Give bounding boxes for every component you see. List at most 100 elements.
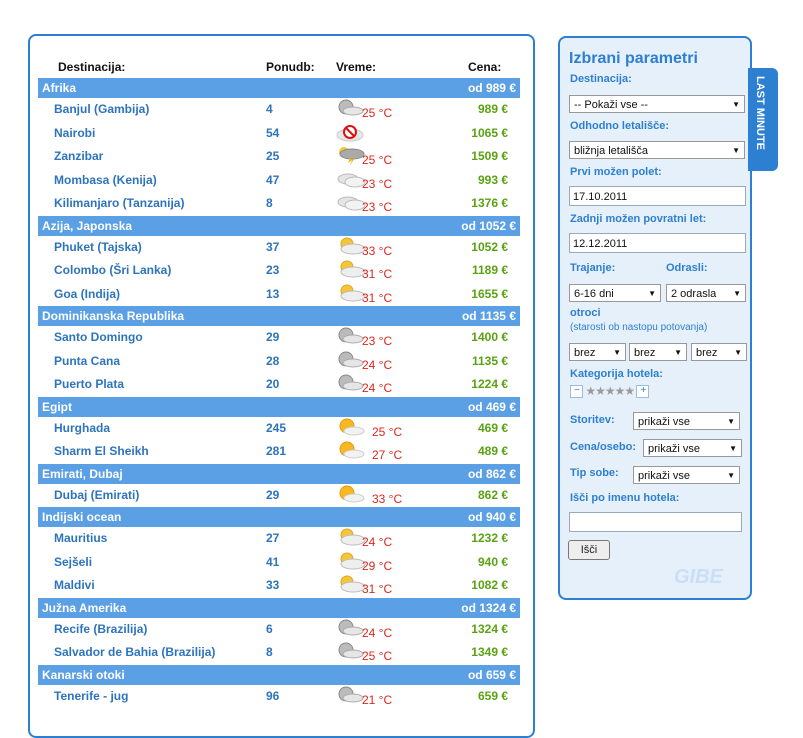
child-age-select-1[interactable]: brez ▼ <box>569 343 626 361</box>
chevron-down-icon: ▼ <box>733 289 741 298</box>
offer-count: 8 <box>266 645 273 659</box>
destination-name[interactable]: Salvador de Bahia (Brazilija) <box>54 645 216 659</box>
destination-row[interactable]: Recife (Brazilija) 6 24 °C 1324 € <box>38 618 520 642</box>
region-header[interactable]: Emirati, Dubaj od 862 € <box>38 463 520 484</box>
search-button[interactable]: Išči <box>568 540 610 560</box>
airport-select[interactable]: bližnja letališča ▼ <box>569 141 745 159</box>
temperature: 25 °C <box>372 424 403 439</box>
destination-list: Afrika od 989 € Banjul (Gambija) 4 25 °C 989 … <box>38 78 520 708</box>
destination-row[interactable]: Puerto Plata 20 24 °C 1224 € <box>38 373 520 397</box>
destination-row[interactable]: Mombasa (Kenija) 47 23 °C 993 € <box>38 169 520 193</box>
destination-row[interactable]: Mauritius 27 24 °C 1232 € <box>38 527 520 551</box>
first-flight-input[interactable]: 17.10.2011 <box>569 186 746 206</box>
temperature: 25 °C <box>362 106 393 120</box>
price: 659 € <box>477 688 508 703</box>
destination-row[interactable]: Nairobi 54 1065 € <box>38 122 520 146</box>
offer-count: 6 <box>266 621 273 636</box>
room-type-select[interactable]: prikaži vse ▼ <box>633 466 740 484</box>
destination-name[interactable]: Mauritius <box>54 531 108 545</box>
child-age-select-3[interactable]: brez ▼ <box>691 343 747 361</box>
region-header[interactable]: Azija, Japonska od 1052 € <box>38 215 520 236</box>
temperature: 25 °C <box>362 649 393 663</box>
weather-sunny-icon <box>336 440 366 460</box>
region-header[interactable]: Kanarski otoki od 659 € <box>38 664 520 685</box>
destination-name[interactable]: Sharm El Sheikh <box>54 444 149 458</box>
price: 1189 € <box>471 263 508 277</box>
price-per-person-select[interactable]: prikaži vse ▼ <box>643 439 742 457</box>
price: 1349 € <box>471 645 508 659</box>
duration-select-value: 6-16 dni <box>574 288 614 300</box>
last-minute-tab[interactable]: LAST MINUTE <box>748 68 778 171</box>
chevron-down-icon: ▼ <box>729 444 737 453</box>
destination-name[interactable]: Sejšeli <box>54 554 93 569</box>
destination-select[interactable]: -- Pokaži vse -- ▼ <box>569 95 745 113</box>
destination-name[interactable]: Punta Cana <box>54 353 121 368</box>
destination-name[interactable]: Dubaj (Emirati) <box>54 487 140 502</box>
destination-row[interactable]: Banjul (Gambija) 4 25 °C 989 € <box>38 98 520 122</box>
destination-name[interactable]: Puerto Plata <box>54 377 125 391</box>
child-age-select-2[interactable]: brez ▼ <box>629 343 687 361</box>
price: 1232 € <box>471 531 508 545</box>
weather-cloudy-sun-icon <box>336 350 366 370</box>
destination-row[interactable]: Colombo (Šri Lanka) 23 31 °C 1189 € <box>38 259 520 283</box>
price: 489 € <box>477 444 508 458</box>
offer-count: 13 <box>266 286 280 301</box>
duration-select[interactable]: 6-16 dni ▼ <box>569 284 661 302</box>
last-flight-input[interactable]: 12.12.2011 <box>569 233 746 253</box>
temperature: 23 °C <box>362 176 393 191</box>
minus-button[interactable]: − <box>570 385 583 399</box>
hotel-name-input[interactable] <box>569 512 742 532</box>
destination-name[interactable]: Mombasa (Kenija) <box>54 172 157 187</box>
region-header[interactable]: Dominikanska Republika od 1135 € <box>38 306 520 326</box>
adults-select[interactable]: 2 odrasla ▼ <box>666 284 746 302</box>
weather-cloudy-sun-icon <box>336 641 366 661</box>
service-select[interactable]: prikaži vse ▼ <box>633 412 740 430</box>
region-header[interactable]: Južna Amerika od 1324 € <box>38 597 520 618</box>
destination-name[interactable]: Colombo (Šri Lanka) <box>54 263 172 277</box>
destination-row[interactable]: Tenerife - jug 96 21 °C 659 € <box>38 685 520 709</box>
airport-select-value: bližnja letališča <box>574 145 648 157</box>
region-header[interactable]: Afrika od 989 € <box>38 78 520 98</box>
destination-name[interactable]: Hurghada <box>54 420 111 435</box>
weather-clouds-icon <box>336 169 366 189</box>
adults-label: Odrasli: <box>666 262 708 274</box>
destination-row[interactable]: Zanzibar 25 25 °C 1509 € <box>38 145 520 169</box>
region-name: Kanarski otoki <box>42 667 125 682</box>
destination-row[interactable]: Punta Cana 28 24 °C 1135 € <box>38 350 520 374</box>
destination-row[interactable]: Goa (Indija) 13 31 °C 1655 € <box>38 283 520 307</box>
region-price: od 1324 € <box>461 600 516 615</box>
destination-name[interactable]: Kilimanjaro (Tanzanija) <box>54 196 185 210</box>
destination-row[interactable]: Phuket (Tajska) 37 33 °C 1052 € <box>38 236 520 260</box>
destination-row[interactable]: Dubaj (Emirati) 29 33 °C 862 € <box>38 484 520 508</box>
region-header[interactable]: Egipt od 469 € <box>38 396 520 417</box>
destination-name[interactable]: Goa (Indija) <box>54 286 120 301</box>
destination-name[interactable]: Santo Domingo <box>54 330 143 344</box>
destination-row[interactable]: Maldivi 33 31 °C 1082 € <box>38 574 520 598</box>
destination-name[interactable]: Zanzibar <box>54 149 104 163</box>
destination-name[interactable]: Nairobi <box>54 125 96 140</box>
temperature: 23 °C <box>362 334 393 348</box>
price: 1065 € <box>471 125 508 140</box>
room-type-label: Tip sobe: <box>570 467 619 479</box>
destination-row[interactable]: Sharm El Sheikh 281 27 °C 489 € <box>38 440 520 464</box>
region-name: Južna Amerika <box>42 600 127 615</box>
destination-name[interactable]: Recife (Brazilija) <box>54 621 148 636</box>
offer-count: 33 <box>266 578 280 592</box>
destination-row[interactable]: Sejšeli 41 29 °C 940 € <box>38 551 520 575</box>
destination-row[interactable]: Kilimanjaro (Tanzanija) 8 23 °C 1376 € <box>38 192 520 216</box>
destination-name[interactable]: Tenerife - jug <box>54 688 129 703</box>
region-header[interactable]: Indijski ocean od 940 € <box>38 507 520 527</box>
plus-button[interactable]: + <box>636 385 650 399</box>
destination-name[interactable]: Maldivi <box>54 578 95 592</box>
destination-name[interactable]: Phuket (Tajska) <box>54 239 142 254</box>
region-name: Azija, Japonska <box>42 218 133 233</box>
child-age-value: brez <box>696 347 718 359</box>
price: 1376 € <box>471 196 508 210</box>
destination-row[interactable]: Santo Domingo 29 23 °C 1400 € <box>38 326 520 350</box>
destination-row[interactable]: Hurghada 245 25 °C 469 € <box>38 417 520 441</box>
destination-row[interactable]: Salvador de Bahia (Brazilija) 8 25 °C 1349 … <box>38 641 520 665</box>
star-rating-icon[interactable]: ★★★★★ <box>585 384 635 398</box>
offer-count: 37 <box>266 239 280 254</box>
destination-name[interactable]: Banjul (Gambija) <box>54 102 150 116</box>
offer-count: 20 <box>266 377 280 391</box>
